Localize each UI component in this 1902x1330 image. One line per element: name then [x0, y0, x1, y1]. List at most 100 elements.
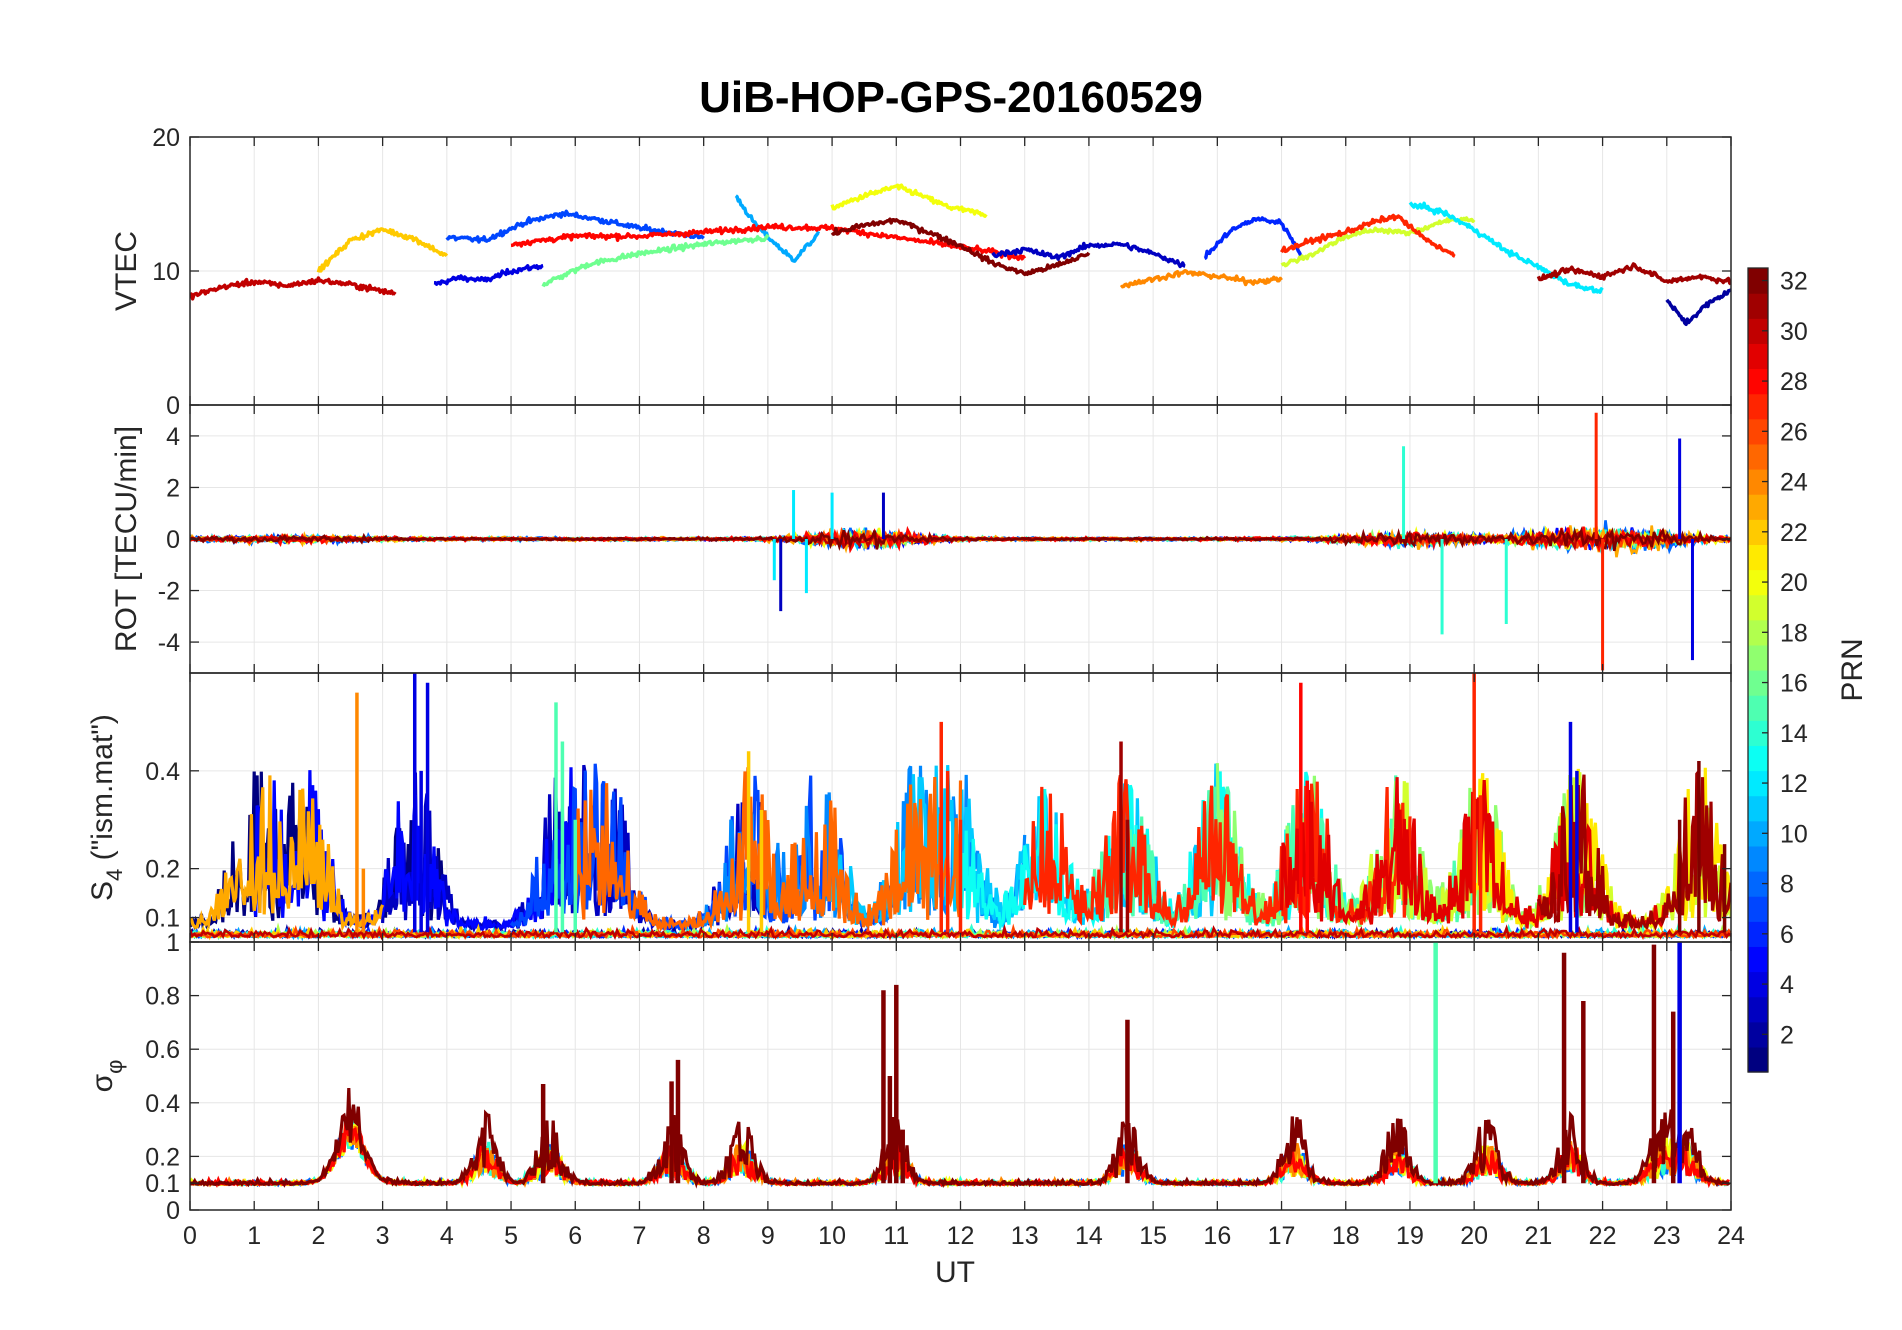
colorbar-band	[1748, 996, 1768, 1023]
x-tick-label: 18	[1332, 1222, 1360, 1250]
y-tick-label: -4	[158, 629, 180, 657]
colorbar-band	[1748, 393, 1768, 420]
vtec-series-prn-24	[1119, 268, 1283, 289]
colorbar-band	[1748, 469, 1768, 495]
y-tick-label: 1	[166, 929, 180, 957]
y-axis-label-s4: S4 ("ism.mat")	[86, 714, 127, 901]
x-tick-label: 14	[1075, 1222, 1103, 1250]
x-axis-label: UT	[935, 1256, 975, 1289]
x-tick-label: 19	[1396, 1222, 1424, 1250]
colorbar-band	[1748, 368, 1768, 395]
vtec-series-prn-31	[1536, 262, 1731, 286]
x-tick-label: 22	[1589, 1222, 1617, 1250]
x-tick-label: 20	[1460, 1222, 1488, 1250]
x-tick-label: 4	[440, 1222, 454, 1250]
x-tick-label: 17	[1268, 1222, 1296, 1250]
vtec-series-prn-22	[316, 227, 449, 273]
colorbar-band	[1748, 896, 1768, 922]
x-tick-label: 9	[761, 1222, 775, 1250]
y-tick-label: 20	[152, 124, 180, 152]
panel-sigma: 00.10.2 0.4 0.6 0.8 1 σφ	[86, 929, 1732, 1225]
figure-title: UiB-HOP-GPS-20160529	[699, 73, 1203, 122]
vtec-series-prn-6	[1203, 216, 1303, 260]
vtec-series-prn-3	[991, 241, 1186, 269]
x-tick-label: 1	[247, 1222, 261, 1250]
panel-rot: -4 -2 0 2 4 ROT [TECU/min]	[110, 404, 1732, 674]
y-tick-label: 0.8	[145, 983, 180, 1011]
vtec-series-prn-4	[433, 263, 544, 286]
colorbar-band	[1748, 745, 1768, 772]
colorbar-frame	[1747, 267, 1769, 1073]
rot-series-prn-32	[190, 526, 1731, 552]
colorbar-band	[1748, 293, 1768, 319]
colorbar-band	[1748, 318, 1768, 344]
colorbar-band	[1748, 644, 1768, 671]
data-traces	[190, 942, 1731, 1189]
s4-series-prn-23	[190, 775, 385, 932]
y-tick-label: 0.2	[145, 856, 180, 884]
y-tick-label: 0.6	[145, 1036, 180, 1064]
x-tick-label: 12	[947, 1222, 975, 1250]
vtec-series-prn-12	[1408, 201, 1604, 294]
colorbar-label: PRN	[1836, 638, 1869, 701]
x-tick-label: 5	[504, 1222, 518, 1250]
colorbar-band	[1748, 820, 1768, 847]
vtec-series-prn-28	[510, 222, 1027, 262]
x-tick-label: 13	[1011, 1222, 1039, 1250]
colorbar-band	[1748, 594, 1768, 621]
x-tick-label: 3	[376, 1222, 390, 1250]
colorbar-tick-label: 14	[1780, 720, 1808, 748]
x-tick-label: 2	[311, 1222, 325, 1250]
vtec-series-prn-2	[1665, 288, 1731, 327]
s4-series-prn-21	[1472, 767, 1731, 933]
colorbar-band	[1748, 268, 1768, 294]
vtec-series-prn-19	[1280, 215, 1476, 268]
s4-series-prn-25	[573, 767, 963, 933]
x-tick-label: 15	[1139, 1222, 1167, 1250]
colorbar-band	[1748, 720, 1768, 746]
panel-vtec: 0 10 20 VTEC	[110, 124, 1732, 420]
x-tick-label: 21	[1524, 1222, 1552, 1250]
colorbar-tick-label: 28	[1780, 368, 1808, 396]
colorbar-band	[1748, 845, 1768, 872]
colorbar-tick-label: 8	[1780, 871, 1794, 899]
y-tick-label: 0	[166, 392, 180, 420]
y-axis-label-vtec: VTEC	[110, 231, 143, 311]
x-tick-label: 7	[633, 1222, 647, 1250]
colorbar-band	[1748, 971, 1768, 998]
colorbar-band	[1748, 494, 1768, 520]
colorbar-band	[1748, 695, 1768, 721]
x-tick-label: 6	[568, 1222, 582, 1250]
x-tick-label: 10	[818, 1222, 846, 1250]
vtec-series-prn-27	[1280, 213, 1456, 258]
y-tick-label: 0.2	[145, 1143, 180, 1171]
sigma-series-prn-32	[190, 1088, 1731, 1189]
y-tick-label: 0.4	[145, 758, 180, 786]
colorbar-band	[1748, 418, 1768, 445]
x-tick-label: 24	[1717, 1222, 1745, 1250]
colorbar-band	[1748, 946, 1768, 973]
colorbar-band	[1748, 569, 1768, 596]
colorbar-band	[1748, 770, 1768, 797]
data-traces	[190, 183, 1731, 327]
y-tick-label: 2	[166, 474, 180, 502]
colorbar-band	[1748, 443, 1768, 470]
panel-s4: 0.1 0.2 0.4 S4 ("ism.mat")	[86, 672, 1732, 943]
colorbar-tick-label: 12	[1780, 770, 1808, 798]
colorbar-band	[1748, 670, 1768, 696]
data-traces	[190, 412, 1731, 671]
y-axis-label-sigma: σφ	[86, 1060, 127, 1093]
colorbar-tick-label: 24	[1780, 469, 1808, 497]
y-tick-label: 0	[166, 1197, 180, 1225]
y-tick-label: 0.4	[145, 1090, 180, 1118]
colorbar-band	[1748, 795, 1768, 822]
y-tick-label: -2	[158, 578, 180, 606]
colorbar-tick-label: 6	[1780, 921, 1794, 949]
y-tick-label: 0.1	[145, 1170, 180, 1198]
colorbar-tick-label: 22	[1780, 519, 1808, 547]
colorbar-tick-label: 20	[1780, 569, 1808, 597]
vtec-series-prn-16	[541, 233, 770, 288]
colorbar-tick-label: 4	[1780, 971, 1794, 999]
